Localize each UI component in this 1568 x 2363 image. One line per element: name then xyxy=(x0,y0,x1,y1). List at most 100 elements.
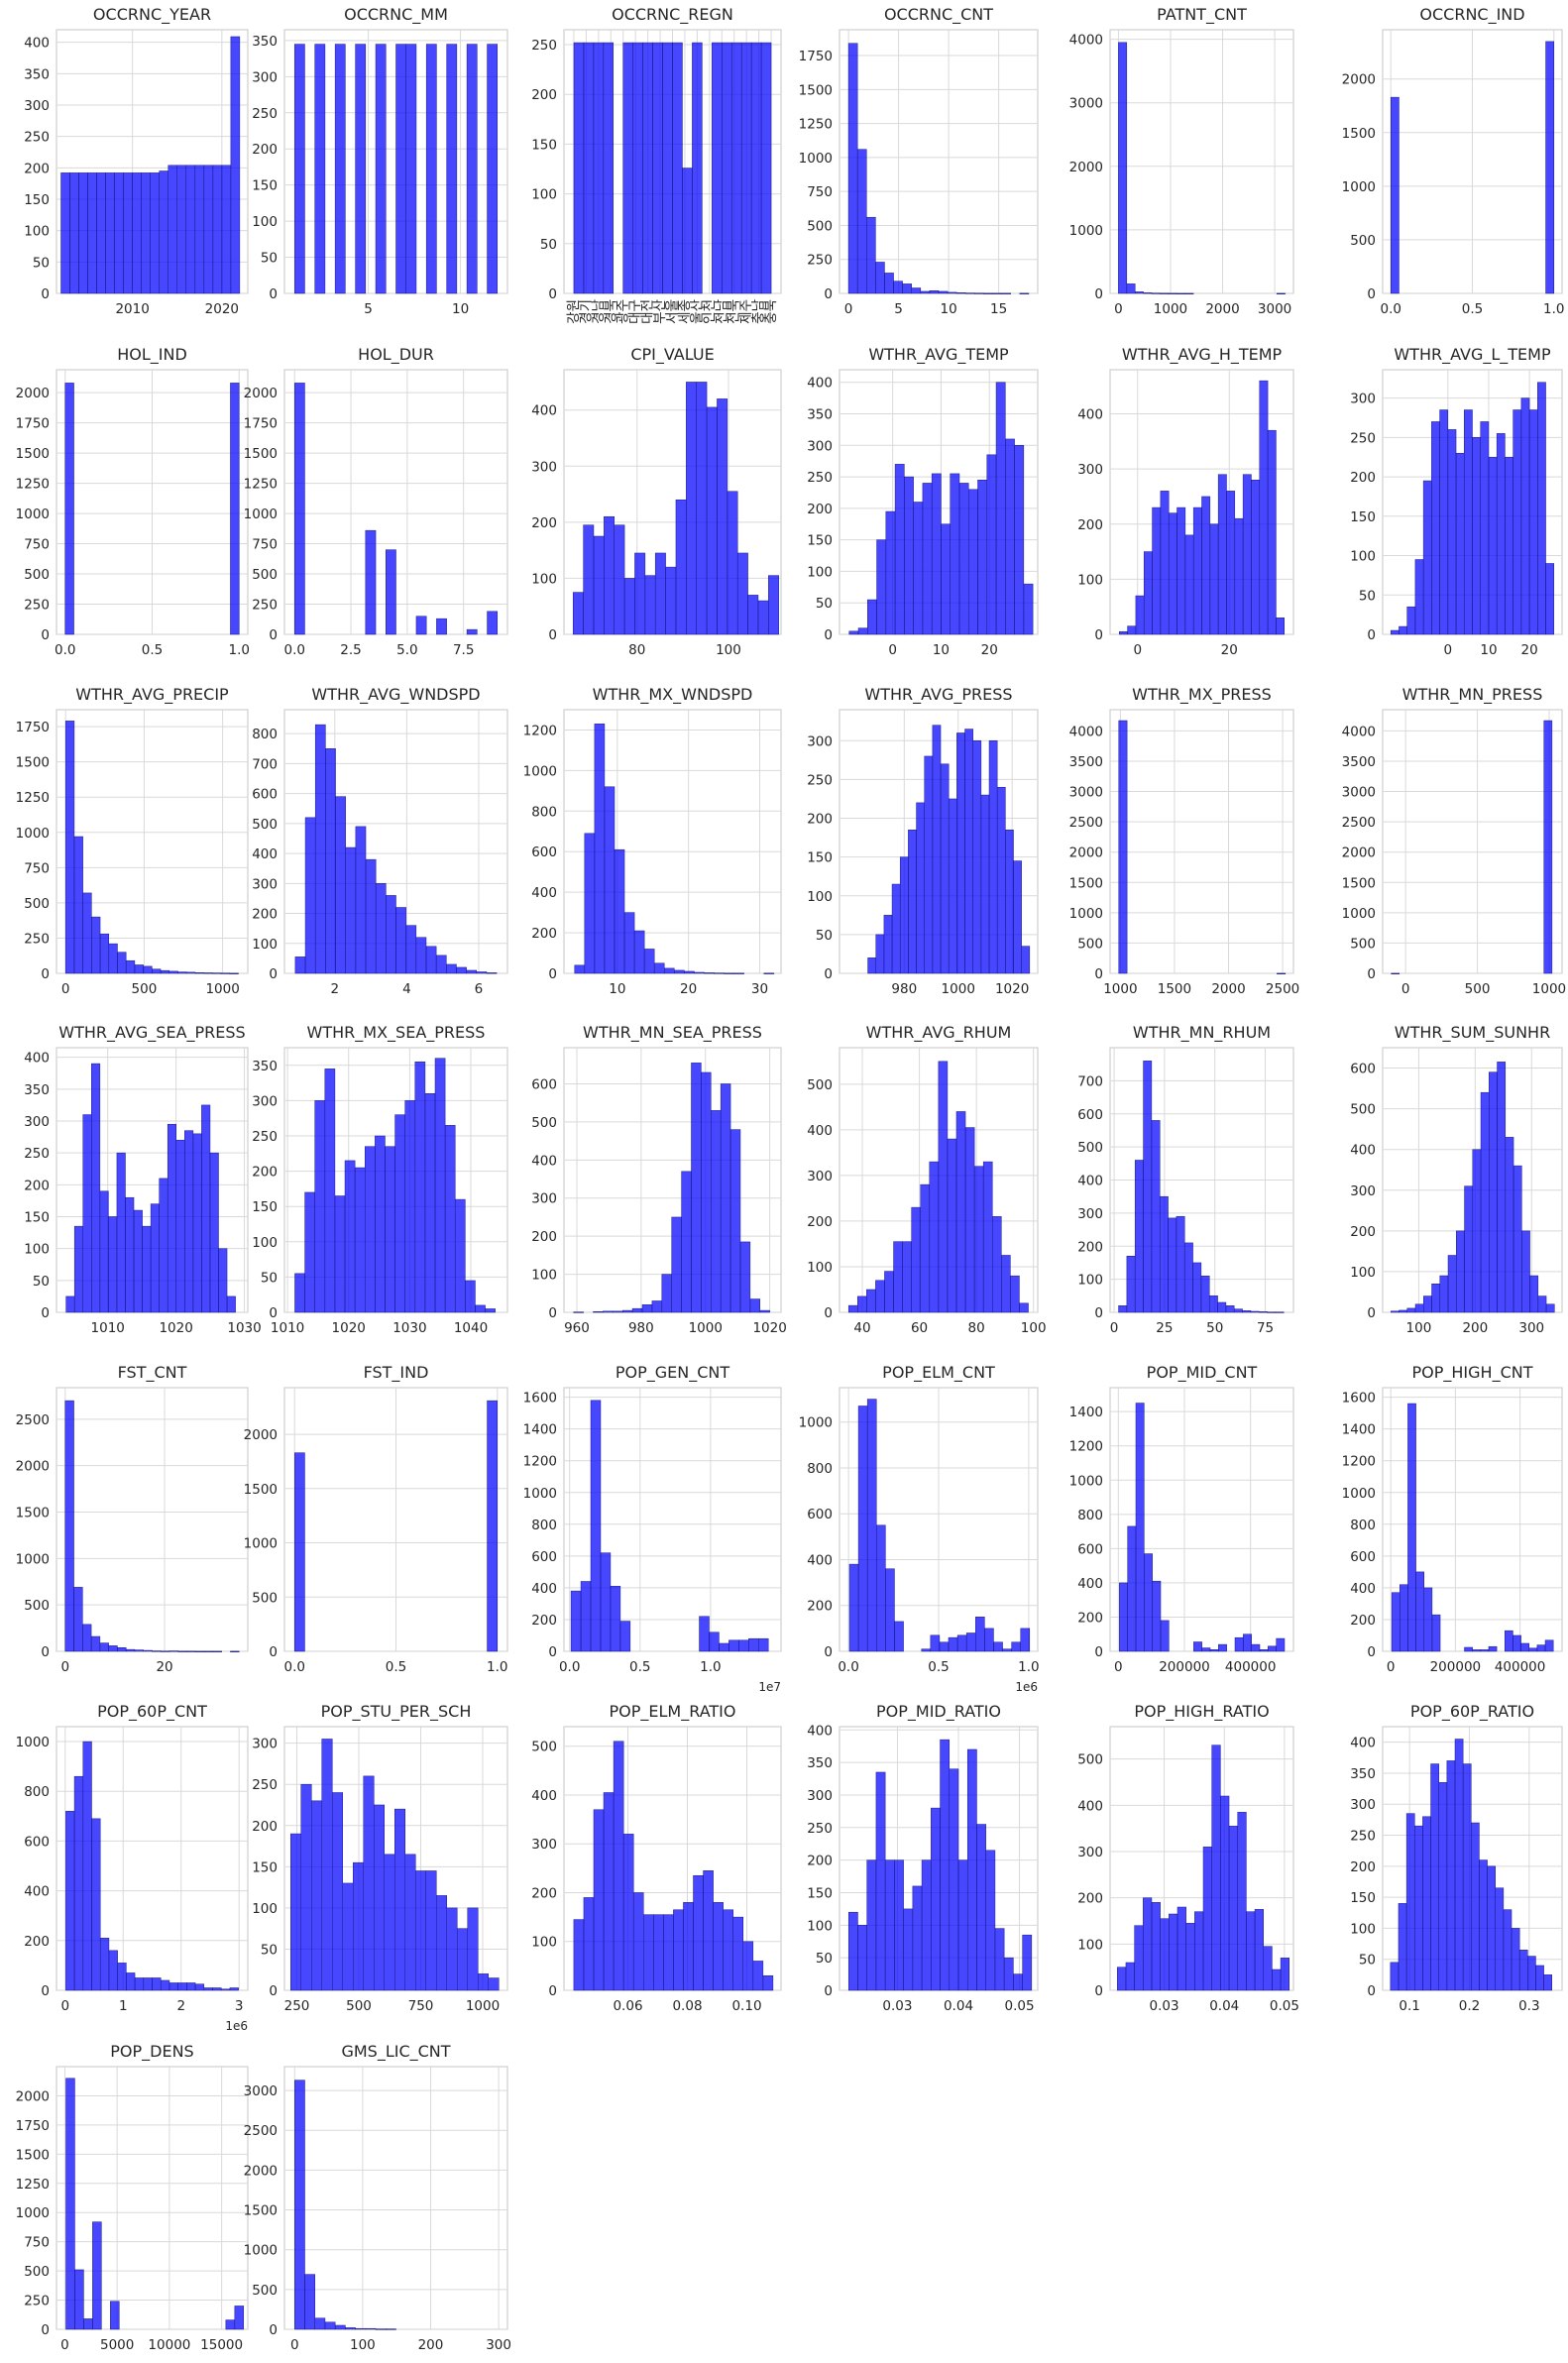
histogram-bar xyxy=(161,1650,170,1652)
histogram-bar xyxy=(762,1974,774,1991)
histogram-bar xyxy=(982,1161,993,1313)
histogram-bar xyxy=(446,1907,458,1991)
histogram-bar xyxy=(159,1178,168,1313)
y-tick-label: 200 xyxy=(1350,470,1376,486)
histogram-bar xyxy=(143,1977,153,1991)
histogram-bar xyxy=(1259,380,1269,635)
histogram-pop-stu-per-sch: POP_STU_PER_SCH 0 50 100 150 200 250 300 250 500 7… xyxy=(252,1702,508,2014)
x-tick-label: 1030 xyxy=(227,1320,261,1336)
y-tick-label: 3000 xyxy=(1342,785,1376,801)
histogram-bar xyxy=(332,1792,343,1991)
histogram-bar xyxy=(1254,1909,1264,1991)
x-tick-label: 100 xyxy=(1021,1320,1047,1336)
histogram-bar xyxy=(730,42,742,294)
y-tick-label: 50 xyxy=(33,1274,50,1290)
histogram-bar xyxy=(117,1647,127,1652)
y-tick-label: 300 xyxy=(807,733,833,749)
y-tick-label: 250 xyxy=(252,1129,278,1145)
y-tick-label: 1250 xyxy=(16,790,50,806)
chart-title: WTHR_MX_PRESS xyxy=(1132,685,1272,705)
histogram-bar xyxy=(65,1295,75,1313)
histogram-bar xyxy=(375,44,387,294)
histogram-bar xyxy=(884,1271,894,1313)
histogram-bar xyxy=(74,2269,84,2330)
histogram-bar xyxy=(955,292,966,294)
y-tick-label: 400 xyxy=(1350,1736,1376,1751)
x-tick-label: 1000 xyxy=(942,981,975,997)
chart-title: POP_60P_RATIO xyxy=(1410,1702,1534,1722)
histogram-bar xyxy=(230,383,240,635)
y-tick-label: 2000 xyxy=(244,1427,278,1443)
histogram-bar xyxy=(363,1775,375,1991)
histogram-bar xyxy=(1127,625,1137,635)
y-tick-label: 2000 xyxy=(244,2163,278,2179)
histogram-bar xyxy=(867,957,876,974)
histogram-bar xyxy=(1185,1923,1195,1991)
histogram-bar xyxy=(425,946,437,974)
y-tick-label: 200 xyxy=(1350,1613,1376,1629)
histogram-bar xyxy=(848,630,859,635)
histogram-bar xyxy=(1208,1295,1218,1313)
histogram-bar xyxy=(335,796,346,974)
histogram-bar xyxy=(1194,1911,1204,1991)
histogram-bar xyxy=(64,383,74,635)
histogram-bar xyxy=(1422,1816,1431,1991)
y-tick-label: 350 xyxy=(252,34,278,50)
histogram-hol-ind: HOL_IND 0 250 500 750 1000 1250 1500 1750 2000 0.0… xyxy=(16,345,250,658)
y-tick-label: 350 xyxy=(807,1755,833,1771)
x-tick-label: 0 xyxy=(60,1998,69,2014)
x-tick-label: 1.0 xyxy=(1543,301,1564,317)
histogram-bar xyxy=(1242,474,1252,635)
y-tick-label: 100 xyxy=(24,1242,50,1258)
histogram-bar xyxy=(334,44,346,294)
histogram-bar xyxy=(1005,438,1015,635)
histogram-bar xyxy=(334,2324,346,2330)
histogram-bar xyxy=(1545,563,1555,635)
histogram-bar xyxy=(1400,1584,1408,1652)
y-tick-label: 200 xyxy=(531,87,557,103)
histogram-bar xyxy=(1169,1913,1178,1991)
y-tick-label: 800 xyxy=(24,1784,50,1800)
histogram-bar xyxy=(168,1650,179,1652)
y-tick-label: 150 xyxy=(252,178,278,194)
histogram-bar xyxy=(894,1621,904,1652)
histogram-cpi-value: CPI_VALUE 0 100 200 300 400 80 100 xyxy=(531,345,782,658)
histogram-bar xyxy=(465,1280,476,1313)
x-offset-label: 1e6 xyxy=(225,2019,248,2033)
histogram-bar xyxy=(1184,292,1194,294)
histogram-bar xyxy=(948,798,957,974)
x-tick-label: 20 xyxy=(1520,642,1537,658)
histogram-bar xyxy=(1280,1958,1290,1991)
y-tick-label: 250 xyxy=(807,470,833,486)
histogram-bar xyxy=(99,1642,109,1652)
x-tick-label: 0 xyxy=(60,1659,69,1675)
histogram-bar xyxy=(911,1206,921,1313)
histogram-bar xyxy=(1406,1307,1416,1313)
histogram-bar xyxy=(1013,1973,1023,1991)
histogram-bar xyxy=(1201,1647,1211,1652)
histogram-bar xyxy=(117,1963,127,1991)
y-tick-label: 50 xyxy=(261,1942,278,1958)
histogram-bar xyxy=(466,628,478,635)
x-tick-label: 1000 xyxy=(1103,981,1137,997)
histogram-bar xyxy=(972,740,982,974)
y-tick-label: 2500 xyxy=(244,2123,278,2139)
y-tick-label: 1000 xyxy=(1342,179,1376,195)
histogram-bar xyxy=(424,1093,436,1313)
histogram-bar xyxy=(883,915,893,974)
histogram-bar xyxy=(1001,1255,1011,1313)
histogram-bar xyxy=(487,611,499,635)
histogram-bar xyxy=(703,1870,714,1991)
chart-title: WTHR_AVG_WNDSPD xyxy=(311,685,480,705)
histogram-bar xyxy=(1237,1812,1247,1991)
histogram-bar xyxy=(1544,1639,1554,1652)
histogram-bar xyxy=(1529,1275,1539,1313)
histogram-bar xyxy=(1512,1165,1522,1313)
histogram-bar xyxy=(899,856,909,974)
histogram-bar xyxy=(91,1063,101,1313)
y-tick-label: 500 xyxy=(807,1077,833,1093)
histogram-bar xyxy=(1456,1230,1465,1313)
histogram-bar xyxy=(143,1649,153,1652)
y-tick-label: 1400 xyxy=(1069,1405,1103,1420)
histogram-bar xyxy=(314,724,326,974)
